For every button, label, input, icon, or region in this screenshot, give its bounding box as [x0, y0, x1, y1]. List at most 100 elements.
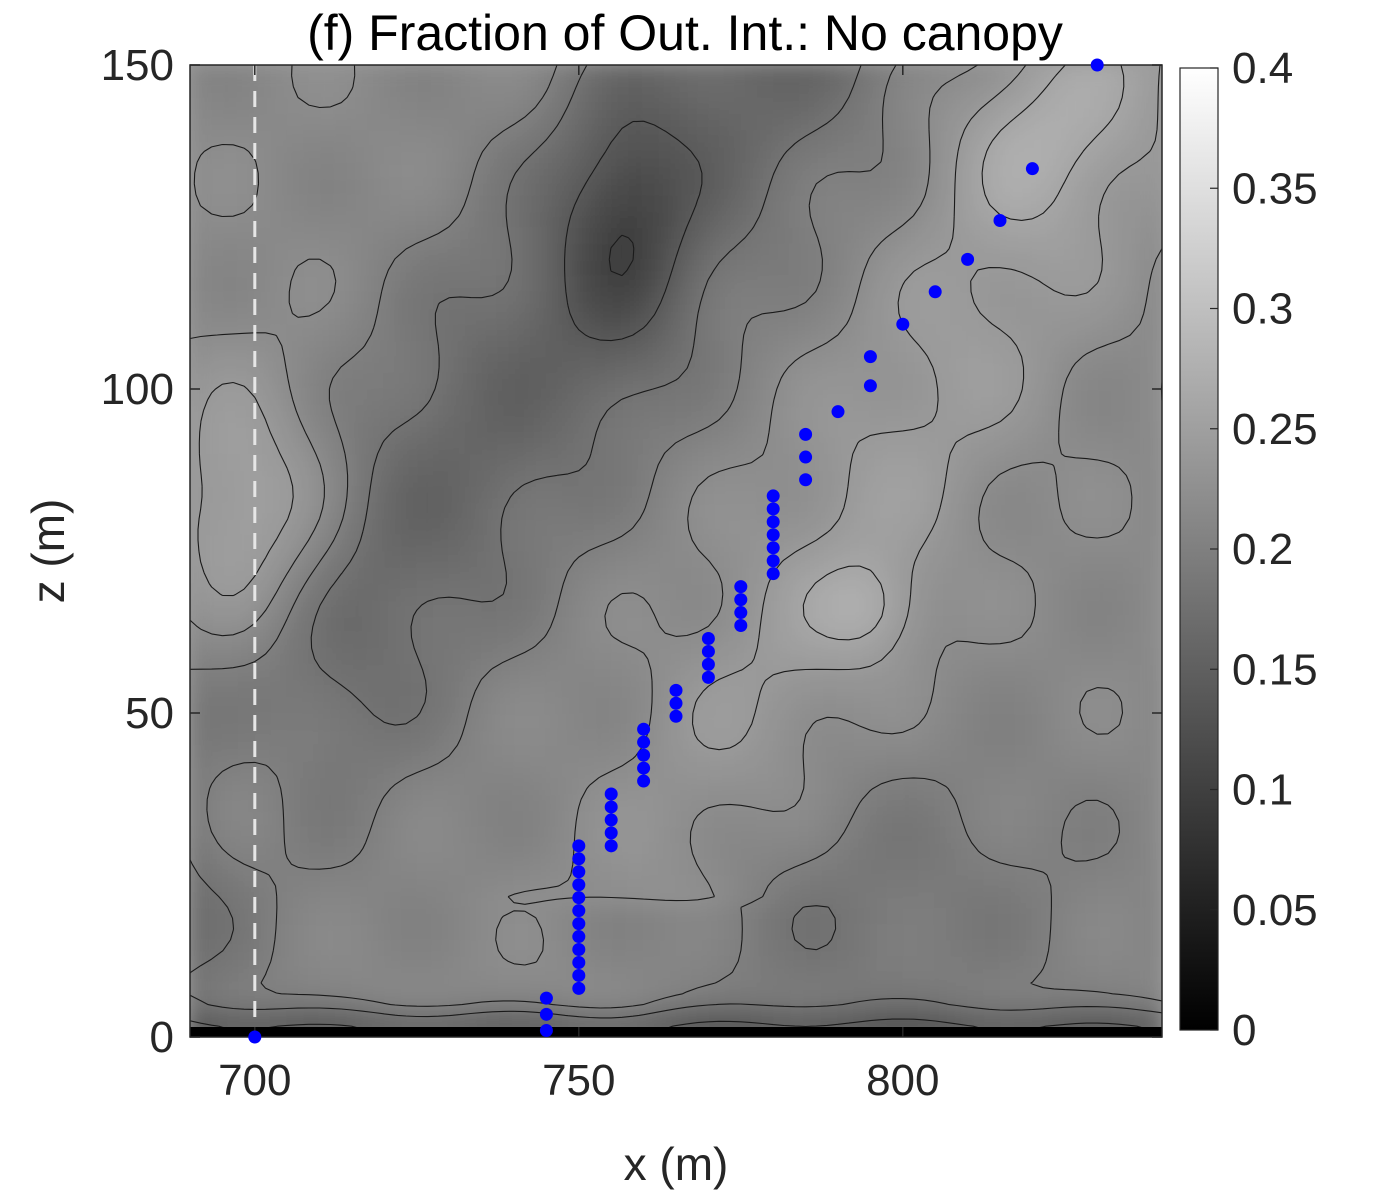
field-cell — [707, 793, 726, 811]
field-cell — [270, 566, 288, 584]
field-cell — [400, 890, 418, 908]
field-cell — [1129, 874, 1147, 892]
field-cell — [610, 437, 628, 455]
field-cell — [821, 599, 839, 617]
field-cell — [448, 987, 466, 1006]
field-cell — [254, 663, 272, 682]
field-cell — [238, 680, 256, 698]
field-cell — [772, 372, 790, 390]
trajectory-points — [248, 58, 1104, 1044]
field-cell — [934, 518, 952, 536]
field-cell — [238, 712, 256, 730]
field-cell — [1096, 210, 1114, 228]
field-cell — [464, 874, 483, 892]
trajectory-point — [572, 917, 586, 931]
field-cell — [934, 663, 952, 682]
field-cell — [464, 550, 483, 568]
field-cell — [1048, 793, 1066, 811]
field-cell — [335, 809, 353, 827]
field-cell — [821, 291, 839, 309]
field-cell — [707, 955, 726, 973]
field-cell — [1080, 194, 1098, 212]
field-cell — [1129, 258, 1147, 277]
trajectory-point — [961, 252, 975, 266]
field-cell — [529, 793, 547, 811]
field-cell — [562, 534, 580, 552]
field-cell — [886, 971, 904, 989]
field-cell — [594, 339, 612, 358]
field-cell — [740, 858, 758, 876]
field-cell — [1129, 550, 1147, 568]
field-cell — [400, 501, 418, 520]
field-cell — [1080, 177, 1098, 196]
trajectory-point — [572, 865, 586, 879]
field-cell — [367, 728, 385, 746]
field-cell — [1064, 323, 1082, 341]
field-cell — [934, 906, 952, 925]
field-cell — [205, 987, 223, 1006]
field-cell — [529, 258, 547, 277]
field-cell — [643, 437, 661, 455]
field-cell — [497, 258, 515, 277]
field-cell — [869, 663, 888, 682]
field-cell — [756, 680, 774, 698]
field-cell — [464, 129, 483, 147]
field-cell — [302, 582, 321, 601]
field-cell — [254, 453, 272, 471]
field-cell — [610, 65, 628, 82]
field-cell — [1080, 599, 1098, 617]
field-cell — [853, 518, 871, 536]
field-cell — [788, 712, 807, 730]
field-cell — [351, 599, 369, 617]
field-cell — [383, 372, 402, 390]
field-cell — [626, 842, 645, 860]
field-cell — [724, 275, 742, 293]
field-cell — [1015, 226, 1033, 244]
field-cell — [740, 696, 758, 714]
field-cell — [190, 582, 207, 601]
field-cell — [302, 161, 321, 179]
field-cell — [626, 599, 645, 617]
field-cell — [675, 663, 693, 682]
field-cell — [902, 113, 920, 131]
field-cell — [335, 550, 353, 568]
field-cell — [626, 534, 645, 552]
field-cell — [740, 242, 758, 260]
field-cell — [1015, 793, 1033, 811]
field-cell — [190, 728, 207, 746]
field-cell — [416, 728, 434, 746]
field-cell — [448, 534, 466, 552]
field-cell — [529, 96, 547, 115]
field-cell — [643, 518, 661, 536]
field-cell — [190, 469, 207, 487]
field-cell — [756, 631, 774, 649]
field-cell — [513, 777, 531, 795]
field-cell — [740, 356, 758, 374]
field-cell — [610, 113, 628, 131]
field-cell — [1031, 469, 1050, 487]
field-cell — [610, 420, 628, 439]
field-cell — [416, 339, 434, 358]
field-cell — [319, 242, 337, 260]
field-cell — [464, 242, 483, 260]
field-cell — [1096, 939, 1114, 957]
field-cell — [772, 1004, 790, 1022]
field-cell — [545, 258, 564, 277]
field-cell — [529, 744, 547, 763]
field-cell — [869, 307, 888, 325]
trajectory-point — [572, 968, 586, 982]
field-cell — [675, 647, 693, 665]
field-cell — [1064, 728, 1082, 746]
field-cell — [432, 858, 450, 876]
field-cell — [886, 404, 904, 422]
field-cell — [934, 404, 952, 422]
field-cell — [578, 275, 596, 293]
field-cell — [190, 955, 207, 973]
field-cell — [270, 825, 288, 844]
field-cell — [481, 437, 499, 455]
field-cell — [1048, 1004, 1066, 1022]
field-cell — [432, 987, 450, 1006]
trajectory-point — [604, 800, 618, 814]
field-cell — [886, 712, 904, 730]
field-cell — [432, 453, 450, 471]
